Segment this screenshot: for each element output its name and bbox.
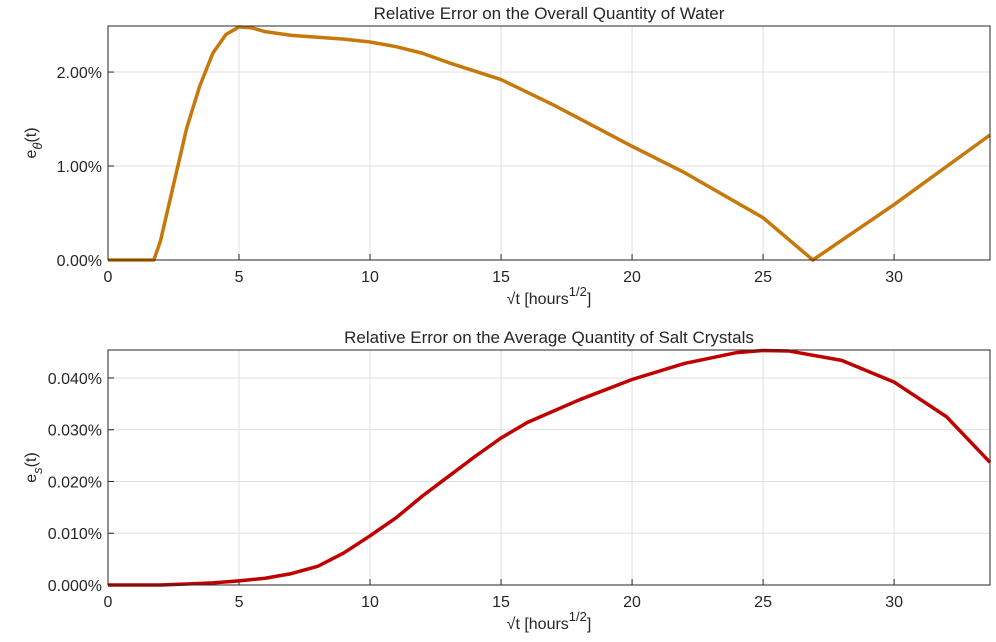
- axes-box: [107, 349, 991, 586]
- x-tick-label: 15: [492, 594, 510, 611]
- x-axis-label-part: ]: [587, 291, 591, 308]
- x-tick-label: 15: [492, 269, 510, 286]
- y-axis-label-part: e: [23, 474, 40, 483]
- chart-title: Relative Error on the Overall Quantity o…: [374, 4, 725, 23]
- x-tick-label: 30: [885, 269, 903, 286]
- data-line: [108, 348, 992, 587]
- plot-area: [108, 26, 990, 260]
- y-tick-label: 0.010%: [48, 526, 102, 543]
- plot-area: [108, 350, 990, 585]
- y-axis-label-part: e: [23, 150, 40, 159]
- x-axis-label-part: ]: [587, 616, 591, 633]
- x-tick-label: 5: [235, 269, 244, 286]
- y-axis-label-part: (t): [23, 127, 40, 142]
- x-axis-label: √t [hours1/2]: [507, 284, 592, 308]
- axes-box: [107, 25, 991, 261]
- x-tick-label: 10: [361, 269, 379, 286]
- x-tick-label: 20: [623, 594, 641, 611]
- x-tick-label: 0: [104, 594, 113, 611]
- y-axis-label-part: θ: [30, 143, 45, 150]
- chart-title: Relative Error on the Average Quantity o…: [344, 328, 754, 347]
- x-axis-label: √t [hours1/2]: [507, 609, 592, 633]
- x-tick-label: 10: [361, 594, 379, 611]
- y-axis-label-part: (t): [23, 452, 40, 467]
- y-axis-label: es(t): [23, 452, 45, 483]
- y-tick-label: 0.020%: [48, 474, 102, 491]
- y-tick-label: 2.00%: [57, 65, 102, 82]
- y-axis-label: eθ(t): [23, 127, 45, 158]
- x-axis-label-part: 1/2: [569, 284, 587, 299]
- data-line: [108, 25, 992, 262]
- x-tick-label: 30: [885, 594, 903, 611]
- x-axis-label-part: √t [hours: [507, 291, 569, 308]
- y-tick-label: 0.000%: [48, 578, 102, 595]
- x-tick-label: 20: [623, 269, 641, 286]
- y-tick-label: 0.040%: [48, 371, 102, 388]
- x-tick-label: 25: [754, 594, 772, 611]
- y-tick-label: 0.030%: [48, 423, 102, 440]
- y-tick-label: 0.00%: [57, 253, 102, 270]
- y-tick-label: 1.00%: [57, 159, 102, 176]
- x-tick-label: 5: [235, 594, 244, 611]
- x-axis-label-part: √t [hours: [507, 616, 569, 633]
- x-tick-label: 0: [104, 269, 113, 286]
- x-tick-label: 25: [754, 269, 772, 286]
- x-axis-label-part: 1/2: [569, 609, 587, 624]
- y-axis-label-part: s: [30, 467, 45, 474]
